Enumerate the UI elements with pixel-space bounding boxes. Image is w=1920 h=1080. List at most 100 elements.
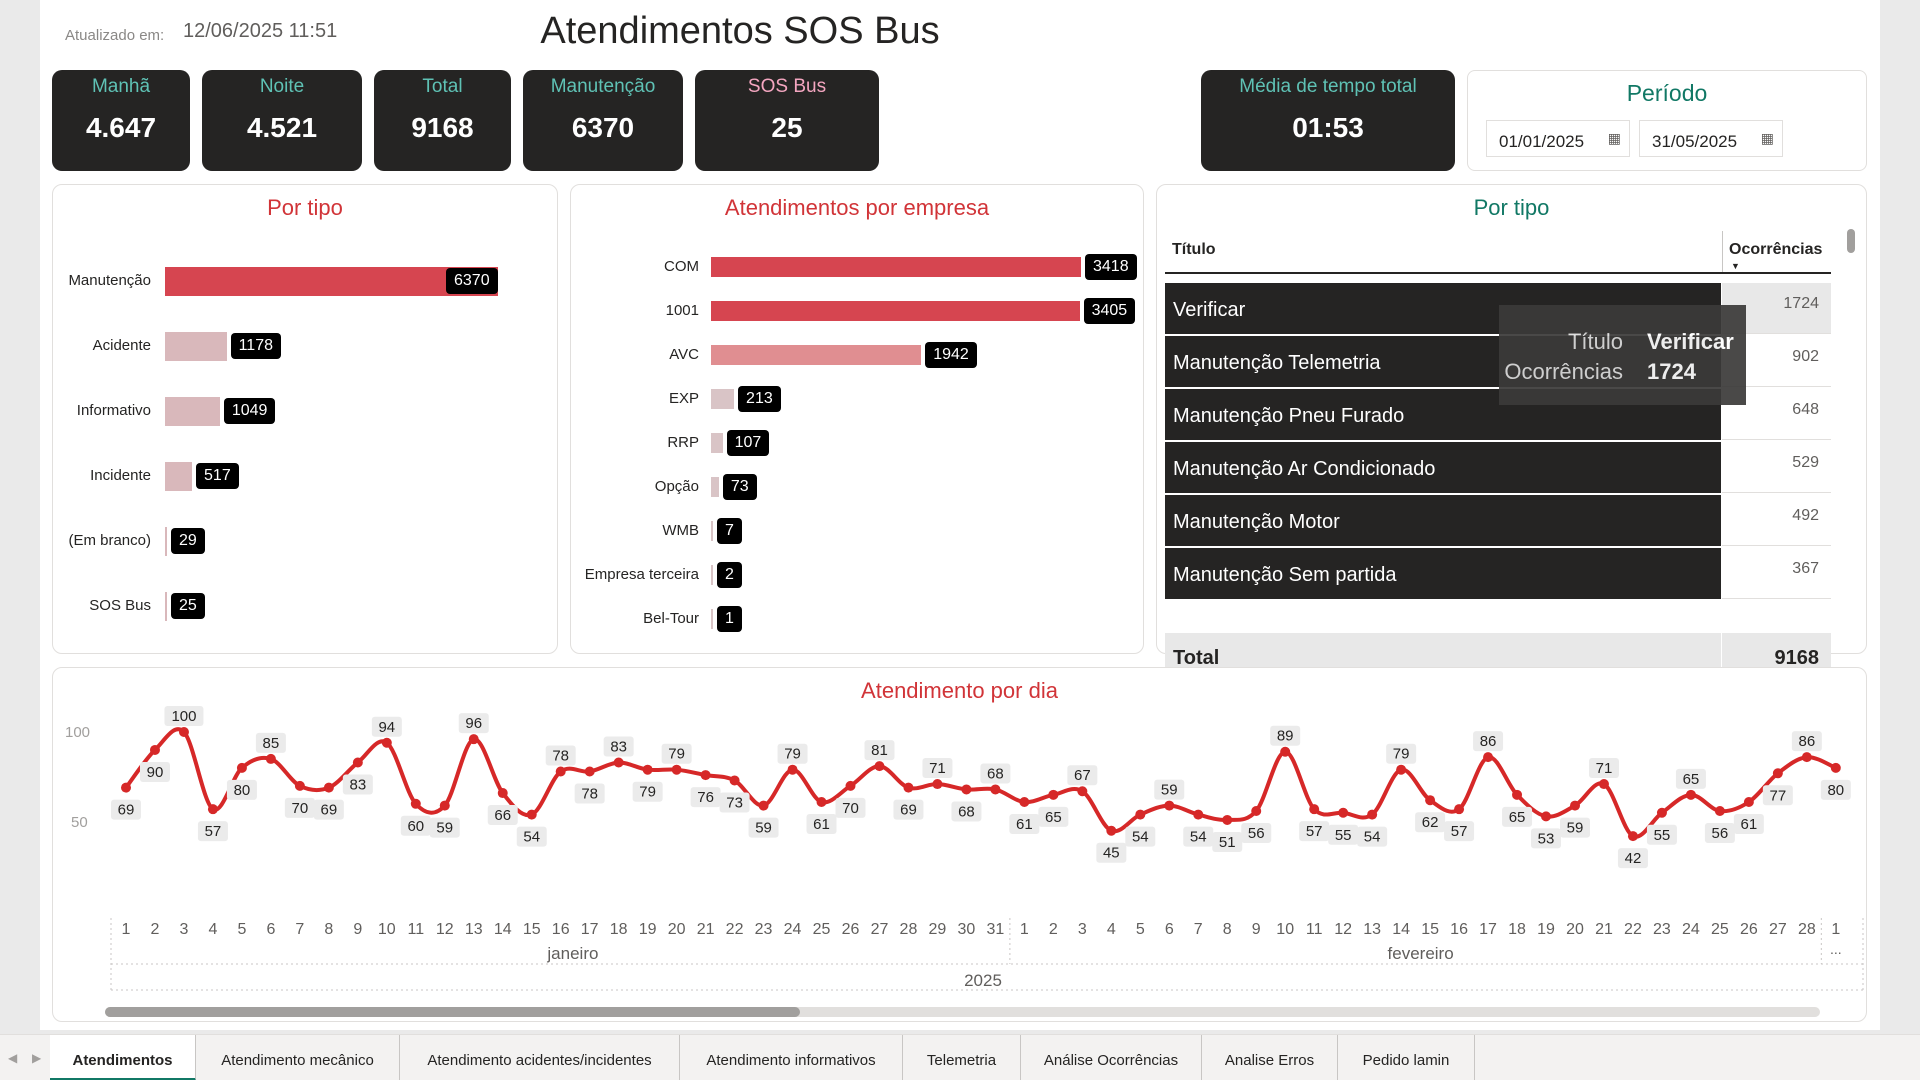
data-point[interactable] (439, 800, 450, 811)
tab-analise-erros[interactable]: Analise Erros (1202, 1035, 1338, 1080)
data-point[interactable] (1454, 804, 1465, 815)
bar[interactable] (165, 396, 220, 426)
data-point[interactable] (903, 782, 914, 793)
data-point[interactable] (1512, 789, 1523, 800)
data-point[interactable] (1396, 764, 1407, 775)
data-point[interactable] (990, 784, 1001, 795)
data-point[interactable] (207, 804, 218, 815)
bar[interactable] (711, 345, 922, 365)
tab-atendimento-acidentes[interactable]: Atendimento acidentes/incidentes (400, 1035, 680, 1080)
data-point[interactable] (961, 784, 972, 795)
data-point[interactable] (874, 761, 885, 772)
data-point[interactable] (1135, 809, 1146, 820)
tab-analise-ocorrencias[interactable]: Análise Ocorrências (1021, 1035, 1202, 1080)
bar[interactable] (711, 609, 713, 629)
data-point[interactable] (816, 797, 827, 808)
data-point[interactable] (1309, 804, 1320, 815)
tab-pedido-lamin[interactable]: Pedido lamin (1338, 1035, 1475, 1080)
bar[interactable] (165, 461, 193, 491)
data-point[interactable] (729, 775, 740, 786)
tab-atendimento-mecanico[interactable]: Atendimento mecânico (196, 1035, 400, 1080)
data-point[interactable] (1425, 795, 1436, 806)
data-point[interactable] (1048, 789, 1059, 800)
bar[interactable] (165, 266, 498, 296)
tab-scroll-right-icon[interactable]: ▶ (32, 1051, 42, 1065)
data-point[interactable] (381, 737, 392, 748)
horizontal-scrollbar-thumb[interactable] (105, 1007, 800, 1017)
data-point[interactable] (1598, 779, 1609, 790)
data-point[interactable] (787, 764, 798, 775)
horizontal-scrollbar-track[interactable] (105, 1007, 1820, 1017)
data-point[interactable] (1656, 807, 1667, 818)
data-point[interactable] (1830, 762, 1841, 773)
data-point[interactable] (1019, 797, 1030, 808)
kpi-card-noite[interactable]: Noite 4.521 (202, 70, 362, 171)
data-point[interactable] (1627, 831, 1638, 842)
data-point[interactable] (526, 809, 537, 820)
tab-atendimentos[interactable]: Atendimentos (50, 1035, 196, 1080)
table-row[interactable]: Manutenção Ar Condicionado (1165, 442, 1721, 493)
calendar-icon[interactable]: ▦ (1607, 130, 1621, 146)
calendar-icon[interactable]: ▦ (1760, 130, 1774, 146)
data-point[interactable] (845, 780, 856, 791)
bar[interactable] (711, 433, 723, 453)
data-point[interactable] (1801, 752, 1812, 763)
kpi-card-manutencao[interactable]: Manutenção 6370 (523, 70, 683, 171)
bar[interactable] (711, 389, 735, 409)
data-point[interactable] (1222, 814, 1233, 825)
data-point[interactable] (1338, 807, 1349, 818)
bar[interactable] (165, 526, 167, 556)
data-point[interactable] (758, 800, 769, 811)
data-point[interactable] (1685, 789, 1696, 800)
data-point[interactable] (294, 780, 305, 791)
tab-atendimento-informativos[interactable]: Atendimento informativos (680, 1035, 903, 1080)
data-point[interactable] (932, 779, 943, 790)
column-header-titulo[interactable]: Título (1172, 241, 1216, 258)
data-point[interactable] (236, 762, 247, 773)
data-point[interactable] (121, 782, 131, 793)
data-point[interactable] (1077, 786, 1088, 797)
data-point[interactable] (584, 766, 595, 777)
data-point[interactable] (497, 788, 508, 799)
data-point[interactable] (1743, 797, 1754, 808)
table-row[interactable]: Manutenção Sem partida (1165, 548, 1721, 599)
table-scrollbar[interactable] (1847, 229, 1855, 253)
data-point[interactable] (178, 727, 189, 737)
data-point[interactable] (1106, 825, 1117, 836)
data-point[interactable] (1570, 800, 1580, 811)
data-point[interactable] (1251, 805, 1262, 816)
bar[interactable] (165, 331, 227, 361)
kpi-card-media-tempo[interactable]: Média de tempo total 01:53 (1201, 70, 1455, 171)
data-point[interactable] (1483, 752, 1494, 763)
data-point[interactable] (700, 770, 711, 781)
data-point[interactable] (323, 782, 334, 793)
data-point[interactable] (1541, 811, 1552, 822)
data-point[interactable] (613, 757, 624, 768)
data-point[interactable] (1367, 809, 1378, 820)
bar[interactable] (711, 477, 719, 497)
start-date-input[interactable]: 01/01/2025 ▦ (1486, 120, 1630, 157)
data-point[interactable] (642, 764, 653, 775)
data-point[interactable] (468, 734, 479, 745)
bar[interactable] (711, 257, 1081, 277)
data-point[interactable] (410, 798, 421, 809)
kpi-card-sos-bus[interactable]: SOS Bus 25 (695, 70, 879, 171)
data-point[interactable] (1280, 746, 1291, 757)
data-point[interactable] (149, 744, 160, 755)
sort-desc-icon[interactable]: ▼ (1731, 261, 1740, 271)
bar[interactable] (711, 521, 713, 541)
column-header-ocorrencias[interactable]: Ocorrências (1729, 241, 1823, 258)
data-point[interactable] (671, 764, 682, 775)
bar[interactable] (165, 591, 167, 621)
data-point[interactable] (1164, 800, 1175, 811)
data-point[interactable] (1772, 768, 1783, 779)
data-point[interactable] (352, 757, 363, 768)
data-point[interactable] (1193, 809, 1204, 820)
end-date-input[interactable]: 31/05/2025 ▦ (1639, 120, 1783, 157)
tab-telemetria[interactable]: Telemetria (903, 1035, 1021, 1080)
bar[interactable] (711, 301, 1080, 321)
bar[interactable] (711, 565, 713, 585)
kpi-card-total[interactable]: Total 9168 (374, 70, 511, 171)
kpi-card-manha[interactable]: Manhã 4.647 (52, 70, 190, 171)
data-point[interactable] (555, 766, 566, 777)
